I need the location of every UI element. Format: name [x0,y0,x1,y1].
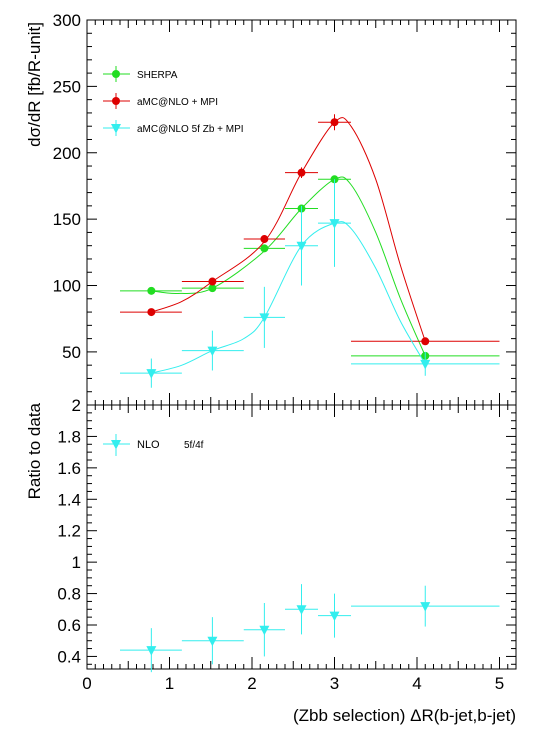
data-point [297,168,306,177]
bottom-y-tick-label: 1.8 [57,427,81,446]
bottom-y-tick-label: 0.4 [57,647,81,666]
bottom-y-tick-label: 0.8 [57,585,81,604]
top-panel-data [120,114,500,388]
data-point [296,241,307,252]
legend-label-suffix: 5f/4f [184,440,204,451]
data-point [147,308,156,317]
legend-label: SHERPA [137,70,178,81]
top-y-tick-label: 200 [53,144,81,163]
top-y-tick-label: 150 [53,210,81,229]
bottom-y-axis-label: Ratio to data [25,402,44,499]
legend-marker [112,97,120,105]
bottom-y-tick-label: 1 [72,553,81,572]
legend-entry: aMC@NLO 5f Zb + MPI [103,120,244,136]
data-point [208,277,217,286]
top-panel-axes: 50 100 150 200 250 300 [53,11,517,406]
series-curve [151,176,426,357]
x-tick-label: 3 [330,674,339,693]
data-point [296,605,307,615]
legend-entry: SHERPA [103,66,178,82]
data-point [259,313,270,323]
x-axis-label: (Zbb selection) ΔR(b-jet,b-jet) [293,706,516,725]
data-point [420,602,431,612]
series-1 [120,114,500,346]
top-y-axis-label: dσ/dR [fb/R-unit] [25,22,44,147]
data-point [420,359,431,370]
top-y-tick-label: 50 [62,343,81,362]
x-tick-label: 5 [495,674,504,693]
series-2 [120,179,500,388]
bottom-y-tick-label: 2 [72,396,81,415]
legend-marker [112,70,120,78]
data-point [260,244,269,253]
legend-label: NLO [137,439,160,451]
data-point [329,219,340,229]
legend-label: aMC@NLO + MPI [137,97,218,108]
legend-entry: aMC@NLO + MPI [103,93,218,109]
data-point [421,337,430,346]
bottom-y-tick-label: 1.2 [57,522,81,541]
data-point [147,286,156,295]
data-point [207,346,218,357]
series-curve [151,117,426,342]
data-point [146,646,157,656]
top-panel-legend: SHERPA aMC@NLO + MPI aMC@NLO 5f Zb + MPI [103,66,244,136]
bottom-panel-axes: 0.4 0.6 0.8 1 1.2 1.4 1.6 1.8 2 0 1 2 3 4 5 [57,396,517,693]
top-y-tick-label: 100 [53,277,81,296]
series-0 [120,584,500,673]
bottom-panel-data [120,584,500,673]
top-y-tick-label: 250 [53,77,81,96]
series-0 [120,175,500,360]
legend-label: aMC@NLO 5f Zb + MPI [137,124,244,135]
x-tick-label: 2 [247,674,256,693]
data-point [208,284,217,293]
data-point [260,235,269,244]
data-point [259,625,270,636]
top-y-tick-label: 300 [53,11,81,30]
x-tick-label: 4 [412,674,421,693]
x-tick-label: 0 [82,674,91,693]
data-point [329,611,340,622]
legend-marker [111,440,121,450]
bottom-panel-legend: NLO 5f/4f [103,434,204,456]
data-point [146,369,157,379]
data-point [330,118,339,127]
x-tick-label: 1 [165,674,174,693]
bottom-y-tick-label: 0.6 [57,616,81,635]
data-point [207,636,218,647]
bottom-y-tick-label: 1.4 [57,490,81,509]
legend-marker [111,124,121,134]
bottom-y-tick-label: 1.6 [57,459,81,478]
plot-frames [86,19,517,670]
